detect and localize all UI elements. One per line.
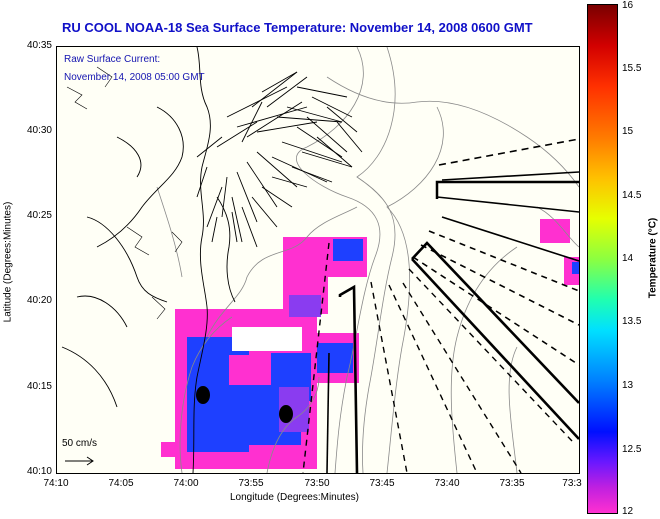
colorbar-tick-label: 14.5 [622, 190, 642, 201]
x-tick-label: 73:35 [499, 478, 525, 489]
y-tick-label: 40:30 [26, 125, 52, 136]
colorbar-tick-label: 13 [622, 380, 634, 391]
x-tick-label: 74:00 [173, 478, 199, 489]
y-axis-label: Latitude (Degrees:Minutes) [2, 201, 14, 323]
map-plot-area[interactable] [56, 46, 580, 474]
x-tick-label: 73:50 [304, 478, 330, 489]
current-vectors [196, 71, 363, 248]
colorbar-label: Temperature (°C) [647, 217, 659, 299]
x-tick-label: 74:05 [108, 478, 134, 489]
x-tick-label: 73:55 [238, 478, 264, 489]
y-tick-label: 40:15 [26, 381, 52, 392]
radar-site-marker[interactable] [279, 405, 293, 423]
colorbar-tick-label: 12.5 [622, 444, 642, 455]
colorbar-tick-label: 15.5 [622, 63, 642, 74]
coastline [61, 47, 236, 473]
temperature-colorbar [587, 4, 618, 514]
x-axis-label: Longitude (Degrees:Minutes) [230, 492, 359, 503]
radar-site-marker[interactable] [196, 386, 210, 404]
y-tick-label: 40:20 [26, 295, 52, 306]
current-label: Raw Surface Current: [64, 54, 161, 65]
survey-lines [302, 138, 579, 473]
y-tick-label: 40:35 [26, 40, 52, 51]
x-tick-label: 74:10 [43, 478, 69, 489]
map-title: RU COOL NOAA-18 Sea Surface Temperature:… [62, 20, 533, 35]
colorbar-tick-label: 16 [622, 0, 634, 11]
colorbar-tick-label: 15 [622, 126, 634, 137]
x-tick-label: 73:3 [562, 478, 582, 489]
sst-field [161, 219, 579, 469]
scale-label: 50 cm/s [62, 438, 98, 449]
x-tick-label: 73:45 [369, 478, 395, 489]
colorbar-tick-label: 12 [622, 506, 634, 517]
x-tick-label: 73:40 [434, 478, 460, 489]
land-detail [66, 66, 183, 320]
colorbar-tick-label: 14 [622, 253, 634, 264]
y-tick-label: 40:10 [26, 466, 52, 477]
y-tick-label: 40:25 [26, 210, 52, 221]
scale-arrow [65, 456, 94, 466]
colorbar-tick-label: 13.5 [622, 316, 642, 327]
current-timestamp: November 14, 2008 05:00 GMT [64, 72, 205, 83]
